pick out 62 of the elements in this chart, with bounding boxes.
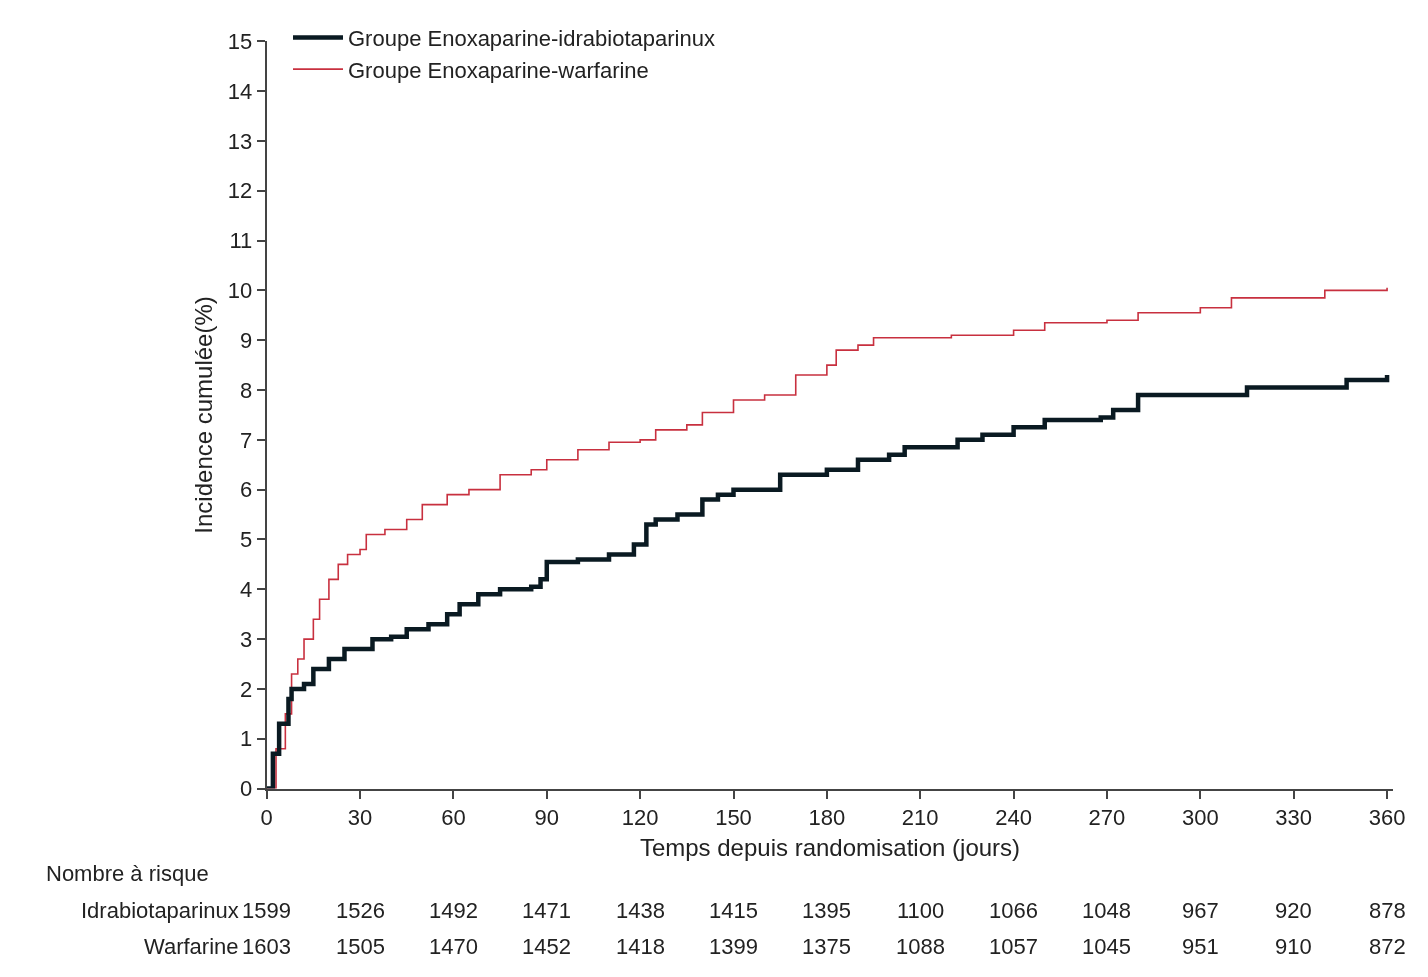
y-tick-label: 10 bbox=[227, 278, 253, 304]
y-axis-title: Incidence cumulée(%) bbox=[190, 296, 218, 534]
text: 1470 bbox=[429, 934, 478, 959]
legend-label: Groupe Enoxaparine-idrabiotaparinux bbox=[348, 26, 715, 52]
y-tick-label: 7 bbox=[240, 427, 253, 453]
text: 1415 bbox=[709, 898, 758, 923]
x-tick-label: 210 bbox=[901, 805, 939, 831]
y-tick-label: 5 bbox=[240, 527, 253, 553]
y-tick-label: 14 bbox=[227, 78, 253, 104]
text: 878 bbox=[1369, 898, 1406, 923]
text: 1492 bbox=[429, 898, 478, 923]
x-tick-label: 240 bbox=[995, 805, 1032, 831]
text: 910 bbox=[1275, 934, 1312, 959]
y-tick-label: 1 bbox=[240, 726, 253, 752]
x-tick-label: 120 bbox=[621, 805, 659, 831]
x-tick-label: 0 bbox=[260, 805, 273, 831]
text: 1603 bbox=[242, 934, 291, 959]
text: 1057 bbox=[989, 934, 1038, 959]
x-tick-label: 180 bbox=[808, 805, 846, 831]
x-tick-label: 60 bbox=[441, 805, 466, 831]
y-tick-label: 6 bbox=[240, 477, 253, 503]
text: 872 bbox=[1369, 934, 1406, 959]
y-tick-label: 0 bbox=[240, 776, 253, 802]
text: 1045 bbox=[1082, 934, 1131, 959]
text: 920 bbox=[1275, 898, 1312, 923]
text: 1599 bbox=[242, 898, 291, 923]
text: 1088 bbox=[896, 934, 945, 959]
x-tick-label: 90 bbox=[534, 805, 560, 831]
text: 1399 bbox=[709, 934, 758, 959]
text: 967 bbox=[1182, 898, 1219, 923]
x-tick-label: 30 bbox=[347, 805, 373, 831]
text: 1375 bbox=[802, 934, 851, 959]
text: Idrabiotaparinux bbox=[81, 898, 239, 923]
y-tick-label: 11 bbox=[229, 228, 253, 254]
x-tick-label: 150 bbox=[715, 805, 752, 831]
text: 1048 bbox=[1082, 898, 1131, 923]
y-tick-label: 3 bbox=[240, 626, 253, 652]
text: 1438 bbox=[616, 898, 665, 923]
x-tick-label: 270 bbox=[1088, 805, 1126, 831]
text: 1452 bbox=[522, 934, 571, 959]
text: 1418 bbox=[616, 934, 665, 959]
text: Warfarine bbox=[144, 934, 239, 959]
legend-label: Groupe Enoxaparine-warfarine bbox=[348, 57, 649, 83]
y-tick-label: 15 bbox=[227, 28, 253, 54]
text: 1100 bbox=[897, 898, 945, 923]
y-tick-label: 2 bbox=[240, 676, 253, 702]
x-tick-label: 330 bbox=[1275, 805, 1313, 831]
text: Nombre à risque bbox=[46, 861, 209, 886]
y-tick-label: 8 bbox=[240, 377, 253, 403]
x-tick-label: 360 bbox=[1368, 805, 1406, 831]
text: 951 bbox=[1182, 934, 1219, 959]
y-tick-label: 4 bbox=[240, 577, 253, 602]
x-tick-label: 300 bbox=[1181, 805, 1219, 831]
text: 1471 bbox=[522, 898, 571, 923]
text: 1526 bbox=[336, 898, 385, 923]
text: 1066 bbox=[989, 898, 1038, 923]
text: 1505 bbox=[336, 934, 385, 959]
y-tick-label: 9 bbox=[240, 327, 253, 353]
x-axis-title: Temps depuis randomisation (jours) bbox=[639, 833, 1021, 861]
y-tick-label: 12 bbox=[227, 178, 253, 204]
y-tick-label: 13 bbox=[227, 128, 253, 154]
text: 1395 bbox=[802, 898, 851, 923]
